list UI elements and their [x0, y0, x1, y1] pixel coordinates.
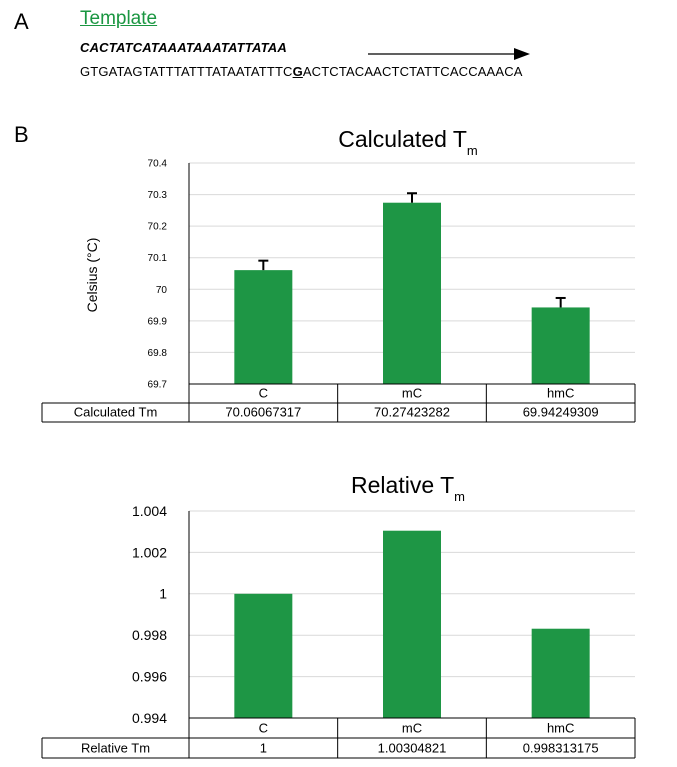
chart2-title-sub: m — [454, 489, 465, 504]
template-seq-before: GTGATAGTATTTATTTATAATATTTC — [80, 64, 293, 79]
chart1-error-bars — [258, 192, 566, 308]
chart1-y-tick-label: 69.9 — [148, 316, 168, 327]
primer-sequence: CACTATCATAAATAAATATTATAA — [80, 40, 287, 55]
chart1-y-tick-label: 69.7 — [148, 380, 168, 391]
chart1-title: Calculated Tm — [338, 126, 478, 158]
chart2-title: Relative Tm — [351, 472, 465, 504]
chart2-bar-C — [234, 593, 293, 718]
chart1-table-value: 70.06067317 — [225, 405, 301, 420]
chart1-table-row-label: Calculated Tm — [74, 405, 158, 420]
template-sequence: GTGATAGTATTTATTTATAATATTTCGACTCTACAACTCT… — [80, 64, 523, 79]
relative-tm-chart: Relative Tm 0.994 0.996 0.998 1 1.002 1.004 C… — [41, 472, 636, 759]
chart2-bars — [234, 530, 590, 718]
chart2-data-table: C 1 mC 1.00304821 hmC 0.998313175 Relative Tm — [41, 717, 636, 759]
primer-direction-arrow — [368, 48, 530, 60]
chart2-title-main: Relative T — [351, 472, 454, 498]
template-seq-after: ACTCTACAACTCTATTCACCAAACA — [302, 64, 523, 79]
chart1-table-value: 70.27423282 — [374, 405, 450, 420]
chart2-category-label: mC — [402, 720, 422, 735]
calculated-tm-chart: Calculated Tm Celsius (°C) 69.7 69.8 69.9 7… — [41, 126, 636, 423]
chart2-y-tick-label: 1 — [159, 586, 167, 602]
chart2-bar-mC — [383, 530, 441, 718]
chart1-y-tick-label: 70.3 — [148, 190, 168, 201]
chart1-bar-hmC — [531, 307, 590, 384]
chart2-category-label: hmC — [547, 720, 574, 735]
chart1-y-tick-label: 70.4 — [148, 159, 168, 170]
chart2-y-tick-labels: 0.994 0.996 0.998 1 1.002 1.004 — [132, 503, 167, 726]
chart2-table-value: 1.00304821 — [378, 740, 447, 755]
chart1-bars — [234, 202, 590, 384]
chart1-data-table: C 70.06067317 mC 70.27423282 hmC 69.94249309 C… — [41, 383, 636, 423]
chart2-y-tick-label: 1.004 — [132, 503, 167, 519]
panel-a-letter: A — [14, 9, 29, 34]
chart1-category-label: C — [259, 386, 268, 401]
chart2-table-row-label: Relative Tm — [81, 740, 150, 755]
chart2-y-tick-label: 0.998 — [132, 627, 167, 643]
chart1-bar-C — [234, 270, 293, 384]
chart2-y-tick-label: 0.994 — [132, 710, 167, 726]
template-title: Template — [80, 8, 158, 29]
chart1-category-label: hmC — [547, 386, 574, 401]
chart1-y-tick-labels: 69.7 69.8 69.9 70 70.1 70.2 70.3 70.4 — [148, 159, 168, 391]
chart2-table-value: 0.998313175 — [523, 740, 599, 755]
chart1-bar-mC — [383, 202, 441, 384]
chart1-title-main: Calculated T — [338, 126, 467, 152]
chart1-title-sub: m — [467, 143, 478, 158]
chart1-y-tick-label: 70.2 — [148, 222, 168, 233]
chart2-y-tick-label: 0.996 — [132, 669, 167, 685]
chart2-category-label: C — [259, 720, 268, 735]
chart1-y-tick-label: 69.8 — [148, 348, 168, 359]
chart2-table-value: 1 — [260, 740, 267, 755]
chart2-y-tick-label: 1.002 — [132, 544, 167, 560]
chart2-bar-hmC — [531, 628, 590, 718]
chart1-table-value: 69.94249309 — [523, 405, 599, 420]
template-seq-marked-base: G — [292, 64, 303, 79]
panel-b-letter: B — [14, 122, 29, 147]
chart1-y-tick-label: 70.1 — [148, 253, 168, 264]
chart1-y-axis-label: Celsius (°C) — [84, 238, 100, 313]
chart1-y-tick-label: 70 — [156, 285, 168, 296]
chart1-category-label: mC — [402, 386, 422, 401]
